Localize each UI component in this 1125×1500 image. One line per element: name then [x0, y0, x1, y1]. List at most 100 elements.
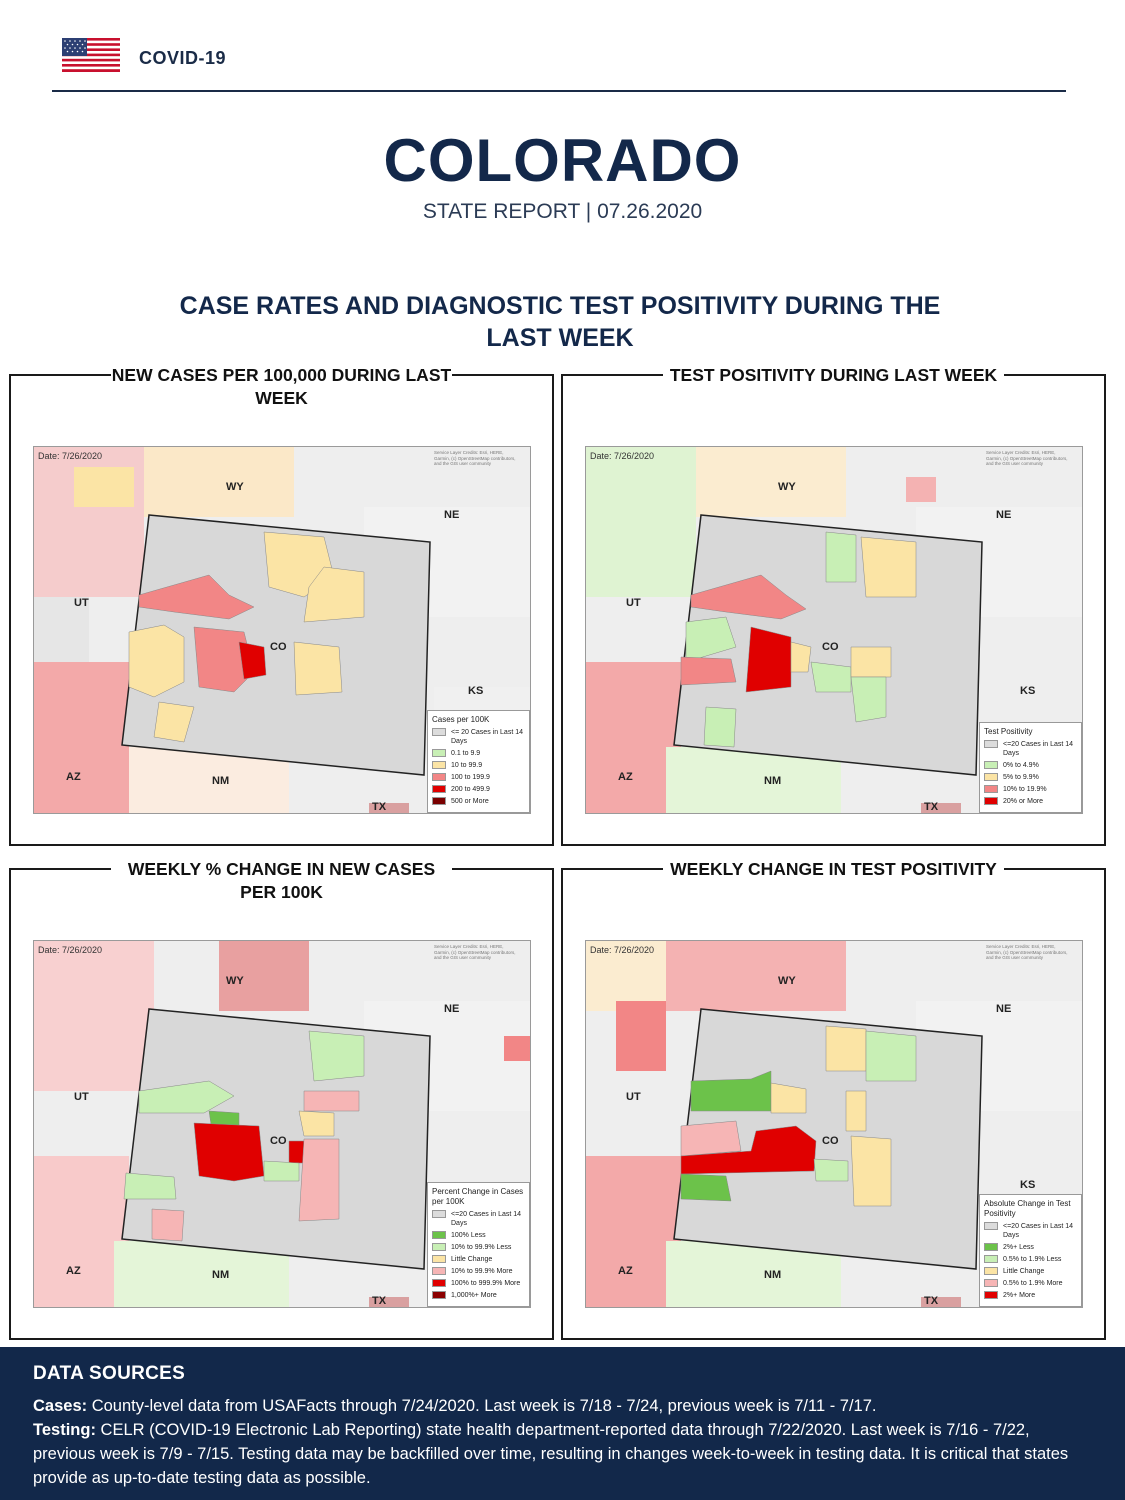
map-weekly-change-cases: Date: 7/26/2020 Service Layer Credits: E…: [33, 940, 531, 1308]
legend-swatch: [984, 773, 998, 781]
state-label-ne: NE: [996, 509, 1012, 521]
us-flag-icon: [62, 38, 120, 72]
cases-source: Cases: County-level data from USAFacts t…: [33, 1397, 877, 1415]
county-map: [34, 941, 530, 1307]
report-subtitle: STATE REPORT | 07.26.2020: [422, 200, 703, 223]
legend-item: <=20 Cases in Last 14 Days: [984, 1222, 1077, 1240]
map-legend: Cases per 100K <= 20 Cases in Last 14 Da…: [427, 710, 530, 813]
state-label-ne: NE: [444, 509, 460, 521]
state-label-co: CO: [270, 1135, 287, 1147]
county-map: [586, 941, 1082, 1307]
legend-swatch: [432, 1267, 446, 1275]
map-credit: Service Layer Credits: Esri, HERE, Garmin…: [986, 944, 1068, 960]
map-weekly-change-positivity: Date: 7/26/2020 Service Layer Credits: E…: [585, 940, 1083, 1308]
legend-item: 1,000%+ More: [432, 1291, 525, 1300]
state-label-nm: NM: [212, 775, 230, 787]
legend-swatch: [984, 1243, 998, 1251]
panel-new-cases: NEW CASES PER 100,000 DURING LAST WEEK D…: [9, 364, 554, 846]
footer-heading: DATA SOURCES: [33, 1363, 186, 1384]
state-label-nm: NM: [212, 1269, 230, 1281]
state-label-tx: TX: [924, 1295, 939, 1307]
state-label-wy: WY: [778, 481, 796, 493]
legend-swatch: [984, 797, 998, 805]
legend-swatch: [432, 728, 446, 736]
legend-swatch: [984, 1255, 998, 1263]
state-label-tx: TX: [372, 1295, 387, 1307]
state-label-nm: NM: [764, 1269, 782, 1281]
state-label-az: AZ: [66, 771, 81, 783]
county-map: [586, 447, 1082, 813]
legend-item: 10 to 99.9: [432, 761, 525, 770]
panel-title: NEW CASES PER 100,000 DURING LAST WEEK: [111, 364, 452, 410]
state-label-ks: KS: [1020, 685, 1036, 697]
legend-swatch: [432, 1279, 446, 1287]
state-label-co: CO: [822, 1135, 839, 1147]
legend-swatch: [432, 1243, 446, 1251]
legend-item: 0.5% to 1.9% More: [984, 1279, 1077, 1288]
map-legend: Percent Change in Cases per 100K <=20 Ca…: [427, 1182, 530, 1307]
map-credit: Service Layer Credits: Esri, HERE, Garmin…: [986, 450, 1068, 466]
legend-item: 2%+ More: [984, 1291, 1077, 1300]
testing-source: Testing: CELR (COVID-19 Electronic Lab R…: [33, 1421, 1069, 1487]
legend-item: 200 to 499.9: [432, 785, 525, 794]
state-label-ks: KS: [1020, 1179, 1036, 1191]
legend-swatch: [432, 797, 446, 805]
legend-swatch: [432, 1231, 446, 1239]
state-label-az: AZ: [66, 1265, 81, 1277]
legend-swatch: [984, 761, 998, 769]
map-legend: Test Positivity <=20 Cases in Last 14 Da…: [979, 722, 1082, 813]
state-label-tx: TX: [924, 801, 939, 813]
state-label-az: AZ: [618, 1265, 633, 1277]
legend-title: Absolute Change in Test Positivity: [984, 1199, 1071, 1218]
legend-item: 100% Less: [432, 1231, 525, 1240]
legend-item: Little Change: [984, 1267, 1077, 1276]
state-label-ut: UT: [626, 597, 641, 609]
legend-swatch: [984, 1267, 998, 1275]
legend-item: 0% to 4.9%: [984, 761, 1077, 770]
legend-swatch: [984, 785, 998, 793]
legend-item: 5% to 9.9%: [984, 773, 1077, 782]
legend-swatch: [432, 1210, 446, 1218]
legend-swatch: [984, 1222, 998, 1230]
panel-test-positivity: TEST POSITIVITY DURING LAST WEEK Date: 7…: [561, 364, 1106, 846]
legend-item: 20% or More: [984, 797, 1077, 806]
legend-item: 2%+ Less: [984, 1243, 1077, 1252]
panel-weekly-change-cases: WEEKLY % CHANGE IN NEW CASES PER 100K Da…: [9, 858, 554, 1340]
state-label-wy: WY: [226, 481, 244, 493]
map-credit: Service Layer Credits: Esri, HERE, Garmin…: [434, 944, 516, 960]
legend-swatch: [432, 749, 446, 757]
brand-label: COVID-19: [139, 48, 227, 68]
map-new-cases: Date: 7/26/2020 Service Layer Credits: E…: [33, 446, 531, 814]
legend-item: 10% to 99.9% More: [432, 1267, 525, 1276]
legend-swatch: [432, 773, 446, 781]
state-label-wy: WY: [226, 975, 244, 987]
map-credit: Service Layer Credits: Esri, HERE, Garmin…: [434, 450, 516, 466]
legend-item: 0.5% to 1.9% Less: [984, 1255, 1077, 1264]
map-legend: Absolute Change in Test Positivity <=20 …: [979, 1194, 1082, 1307]
legend-item: 500 or More: [432, 797, 525, 806]
page-title: COLORADO: [383, 127, 742, 194]
map-date: Date: 7/26/2020: [590, 945, 655, 955]
state-label-wy: WY: [778, 975, 796, 987]
legend-swatch: [984, 1279, 998, 1287]
panel-weekly-change-positivity: WEEKLY CHANGE IN TEST POSITIVITY Date: 7…: [561, 858, 1106, 1340]
legend-item: 10% to 99.9% Less: [432, 1243, 525, 1252]
legend-swatch: [432, 761, 446, 769]
map-date: Date: 7/26/2020: [38, 945, 103, 955]
legend-item: <=20 Cases in Last 14 Days: [984, 740, 1077, 758]
legend-swatch: [984, 1291, 998, 1299]
map-test-positivity: Date: 7/26/2020 Service Layer Credits: E…: [585, 446, 1083, 814]
legend-item: 100 to 199.9: [432, 773, 525, 782]
legend-item: 10% to 19.9%: [984, 785, 1077, 794]
state-label-ne: NE: [444, 1003, 460, 1015]
state-label-tx: TX: [372, 801, 387, 813]
state-label-ut: UT: [626, 1091, 641, 1103]
state-label-ks: KS: [468, 685, 484, 697]
state-label-ut: UT: [74, 1091, 89, 1103]
legend-title: Percent Change in Cases per 100K: [432, 1187, 524, 1206]
legend-title: Test Positivity: [984, 727, 1033, 736]
panel-title: WEEKLY % CHANGE IN NEW CASES PER 100K: [111, 858, 452, 904]
map-date: Date: 7/26/2020: [590, 451, 655, 461]
legend-swatch: [432, 785, 446, 793]
panel-title: TEST POSITIVITY DURING LAST WEEK: [663, 364, 1004, 387]
